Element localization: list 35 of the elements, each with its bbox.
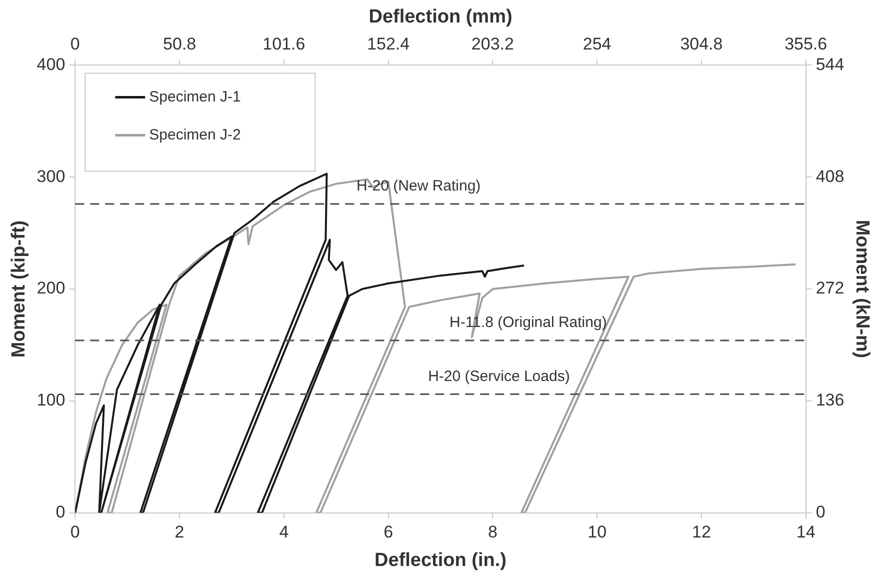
- ref-line-label: H-20 (Service Loads): [428, 368, 570, 385]
- x2-tick-label: 101.6: [262, 34, 306, 54]
- y2-tick-label: 136: [816, 390, 844, 410]
- x2-tick-label: 152.4: [367, 34, 410, 54]
- x-tick-label: 12: [692, 522, 711, 542]
- legend-label: Specimen J-2: [149, 126, 241, 144]
- x-tick-label: 14: [796, 522, 816, 542]
- ref-line-label: H-11.8 (Original Rating): [450, 314, 607, 332]
- x-tick-label: 0: [70, 522, 80, 542]
- y-axis-title: Moment (kip-ft): [8, 220, 30, 358]
- y-tick-label: 200: [36, 278, 66, 298]
- x2-axis-title: Deflection (mm): [368, 6, 512, 28]
- x2-tick-label: 203.2: [471, 34, 514, 54]
- legend-label: Specimen J-1: [149, 88, 241, 106]
- y2-tick-label: 408: [816, 166, 844, 186]
- y2-axis-title: Moment (kN-m): [851, 220, 872, 358]
- x2-tick-label: 50.8: [163, 34, 196, 54]
- y2-tick-label: 272: [816, 278, 844, 298]
- x-tick-label: 8: [488, 522, 498, 542]
- x2-tick-label: 0: [70, 34, 80, 54]
- x-tick-label: 10: [588, 522, 607, 542]
- x-tick-label: 2: [174, 522, 184, 542]
- y-tick-label: 300: [36, 166, 66, 186]
- x-tick-label: 6: [384, 522, 394, 542]
- x-tick-label: 4: [279, 522, 289, 542]
- x2-tick-label: 304.8: [680, 34, 723, 54]
- y-tick-label: 100: [36, 390, 66, 410]
- y2-tick-label: 544: [816, 54, 844, 74]
- x2-tick-label: 355.6: [784, 34, 828, 54]
- y-tick-label: 0: [56, 502, 66, 522]
- x-axis-title: Deflection (in.): [374, 550, 506, 571]
- x2-tick-label: 254: [582, 34, 612, 54]
- ref-line-label: H-20 (New Rating): [356, 178, 481, 195]
- y-tick-label: 400: [36, 54, 66, 74]
- y2-tick-label: 0: [816, 502, 826, 522]
